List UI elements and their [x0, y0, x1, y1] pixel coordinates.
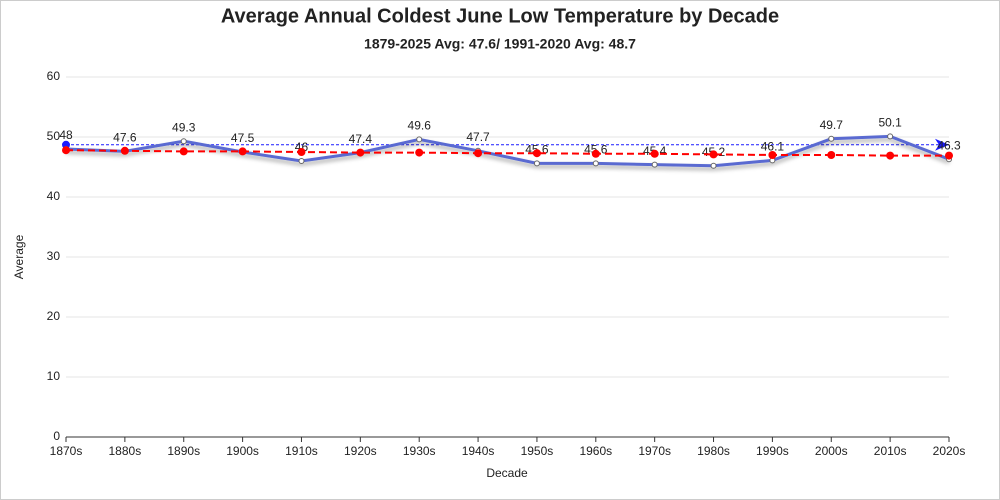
trend-point — [120, 146, 129, 155]
data-label: 47.7 — [466, 130, 490, 144]
trend-point — [768, 151, 777, 159]
data-point — [651, 161, 658, 168]
x-tick-label: 1950s — [521, 444, 554, 458]
y-axis-label: Average — [12, 234, 26, 279]
trend-point — [238, 147, 247, 156]
y-tick-label: 40 — [47, 189, 61, 203]
y-tick-label: 20 — [47, 309, 61, 323]
data-point — [180, 138, 187, 145]
trend-point — [62, 146, 70, 155]
data-point — [298, 158, 305, 164]
data-label: 46.1 — [761, 140, 785, 154]
data-label: 47.4 — [349, 132, 373, 146]
data-label: 46.3 — [937, 138, 961, 152]
data-label: 48 — [59, 128, 73, 142]
x-tick-label: 1890s — [167, 444, 200, 458]
x-tick-label: 1970s — [638, 444, 671, 458]
data-point — [828, 135, 835, 142]
trend-point — [179, 147, 188, 156]
data-label: 47.6 — [113, 131, 137, 145]
x-tick-label: 1930s — [403, 444, 436, 458]
trend-point — [297, 148, 306, 156]
chart-subtitle: 1879-2025 Avg: 47.6/ 1991-2020 Avg: 48.7 — [364, 36, 636, 52]
data-point — [592, 160, 599, 167]
x-axis-label: Decade — [486, 466, 528, 480]
x-tick-label: 2000s — [815, 444, 848, 458]
trend-point — [709, 150, 718, 159]
chart-title: Average Annual Coldest June Low Temperat… — [221, 5, 779, 27]
y-tick-label: 0 — [53, 429, 60, 443]
trend-point — [532, 149, 541, 158]
trend-point — [415, 148, 424, 157]
data-point — [710, 162, 717, 169]
data-label: 50.1 — [878, 116, 902, 130]
data-label: 49.7 — [820, 118, 844, 132]
trend-point — [827, 151, 836, 159]
y-tick-label: 60 — [47, 69, 61, 83]
trend-point — [356, 148, 365, 157]
x-tick-label: 2010s — [874, 444, 907, 458]
trend-point — [474, 149, 483, 158]
data-point — [416, 136, 423, 143]
trend-point — [650, 149, 659, 158]
data-label: 49.3 — [172, 120, 196, 134]
y-tick-label: 50 — [47, 129, 61, 143]
x-tick-label: 1920s — [344, 444, 377, 458]
y-tick-label: 30 — [47, 249, 61, 263]
x-tick-label: 1940s — [462, 444, 495, 458]
reference-arrow — [935, 138, 949, 151]
x-tick-label: 2020s — [933, 444, 966, 458]
data-label: 49.6 — [408, 119, 432, 133]
data-point — [533, 160, 540, 167]
x-tick-label: 1980s — [697, 444, 730, 458]
trend-point — [886, 151, 895, 160]
x-tick-label: 1910s — [285, 444, 318, 458]
data-point — [887, 133, 894, 140]
x-tick-label: 1990s — [756, 444, 789, 458]
data-line — [65, 134, 950, 168]
x-tick-label: 1960s — [579, 444, 612, 458]
x-tick-label: 1900s — [226, 444, 259, 458]
trend-line — [65, 149, 949, 157]
trend-point — [591, 149, 600, 158]
y-tick-label: 10 — [47, 369, 61, 383]
x-tick-label: 1880s — [109, 444, 142, 458]
data-label: 45.6 — [584, 143, 608, 157]
trend-point — [945, 151, 953, 160]
data-label: 47.5 — [231, 131, 255, 145]
x-tick-label: 1870s — [50, 444, 83, 458]
